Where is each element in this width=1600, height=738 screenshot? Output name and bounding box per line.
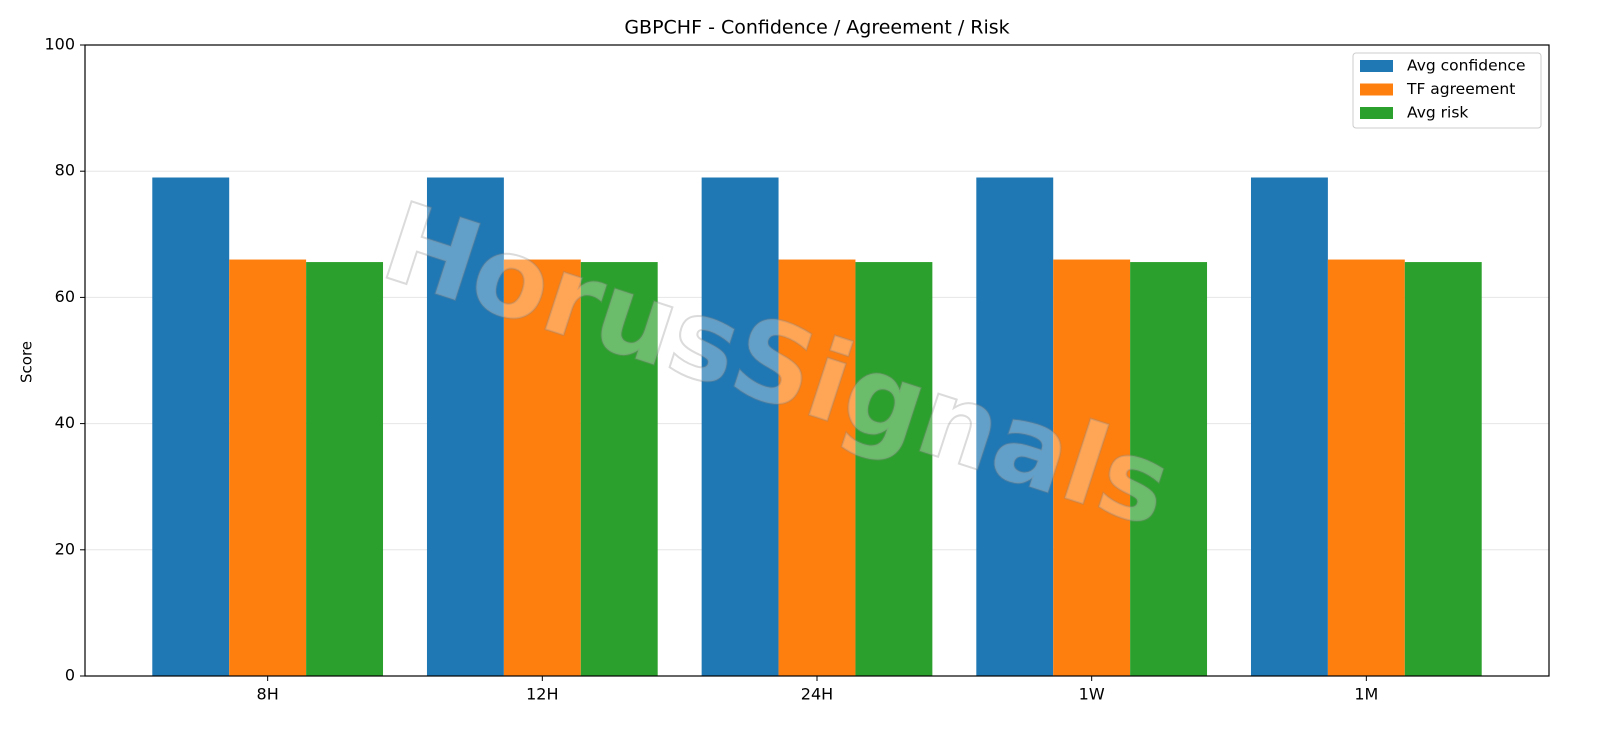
bar xyxy=(306,262,384,676)
x-tick-label: 1M xyxy=(1354,685,1378,704)
legend-box xyxy=(1352,52,1542,129)
bar xyxy=(426,177,504,676)
bar xyxy=(1250,177,1328,676)
bar xyxy=(1130,262,1208,676)
bar xyxy=(580,262,658,676)
legend-swatch xyxy=(1360,107,1393,119)
bar xyxy=(701,177,779,676)
x-tick-label: 8H xyxy=(257,685,279,704)
y-tick-label: 100 xyxy=(44,35,75,54)
legend-label: Avg risk xyxy=(1407,104,1468,122)
legend-label: Avg confidence xyxy=(1407,57,1525,75)
bar xyxy=(1404,262,1482,676)
y-tick-label: 60 xyxy=(55,287,75,306)
legend-swatch xyxy=(1360,83,1393,96)
bar xyxy=(503,259,581,676)
legend-swatch xyxy=(1360,60,1393,72)
bar xyxy=(855,262,933,676)
bar xyxy=(152,177,230,676)
plot-frame xyxy=(84,44,1550,677)
x-tick-label: 12H xyxy=(526,685,558,704)
x-tick-label: 1W xyxy=(1079,685,1105,704)
bar xyxy=(229,259,307,676)
chart-title: GBPCHF - Confidence / Agreement / Risk xyxy=(624,17,1009,39)
y-tick-label: 40 xyxy=(55,413,75,432)
y-tick-label: 80 xyxy=(55,161,75,180)
legend-label: TF agreement xyxy=(1406,80,1515,98)
bar xyxy=(778,259,856,676)
y-tick-label: 0 xyxy=(65,666,75,685)
bar xyxy=(976,177,1054,676)
x-tick-label: 24H xyxy=(801,685,833,704)
bar xyxy=(1053,259,1131,676)
bar xyxy=(1327,259,1405,676)
y-tick-label: 20 xyxy=(55,539,75,558)
y-axis-label: Score xyxy=(18,341,36,383)
